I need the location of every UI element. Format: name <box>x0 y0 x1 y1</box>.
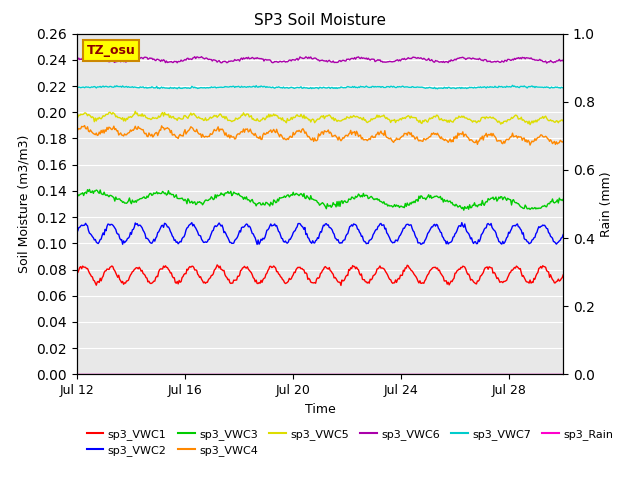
X-axis label: Time: Time <box>305 403 335 416</box>
Y-axis label: Soil Moisture (m3/m3): Soil Moisture (m3/m3) <box>18 135 31 273</box>
Text: TZ_osu: TZ_osu <box>86 44 135 57</box>
Legend: sp3_VWC1, sp3_VWC2, sp3_VWC3, sp3_VWC4, sp3_VWC5, sp3_VWC6, sp3_VWC7, sp3_Rain: sp3_VWC1, sp3_VWC2, sp3_VWC3, sp3_VWC4, … <box>83 424 618 460</box>
Title: SP3 Soil Moisture: SP3 Soil Moisture <box>254 13 386 28</box>
Y-axis label: Rain (mm): Rain (mm) <box>600 171 614 237</box>
